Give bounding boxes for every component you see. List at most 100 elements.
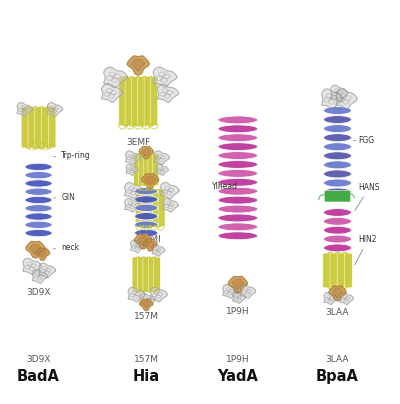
FancyBboxPatch shape — [134, 154, 140, 185]
FancyBboxPatch shape — [132, 77, 139, 126]
Text: GIN: GIN — [54, 194, 75, 202]
Ellipse shape — [218, 160, 258, 168]
Ellipse shape — [135, 229, 158, 237]
Polygon shape — [125, 198, 140, 212]
Ellipse shape — [218, 179, 258, 186]
FancyBboxPatch shape — [337, 253, 345, 288]
Polygon shape — [324, 292, 338, 305]
FancyBboxPatch shape — [28, 107, 36, 148]
FancyBboxPatch shape — [138, 77, 145, 126]
FancyBboxPatch shape — [143, 257, 150, 292]
Polygon shape — [240, 284, 256, 298]
Ellipse shape — [218, 223, 258, 231]
Polygon shape — [340, 292, 354, 305]
Polygon shape — [126, 151, 141, 164]
Polygon shape — [146, 241, 154, 248]
Ellipse shape — [324, 244, 352, 252]
Ellipse shape — [324, 152, 352, 160]
Polygon shape — [138, 236, 148, 246]
Ellipse shape — [218, 214, 258, 222]
FancyBboxPatch shape — [132, 257, 139, 292]
Polygon shape — [134, 234, 152, 249]
FancyBboxPatch shape — [48, 107, 56, 148]
Polygon shape — [139, 146, 153, 159]
Polygon shape — [145, 176, 155, 185]
FancyBboxPatch shape — [35, 107, 42, 148]
Ellipse shape — [324, 170, 352, 178]
Ellipse shape — [218, 143, 258, 151]
FancyBboxPatch shape — [147, 190, 154, 226]
Text: Ylhead: Ylhead — [212, 182, 238, 191]
Text: neck: neck — [53, 243, 80, 252]
FancyBboxPatch shape — [138, 154, 144, 185]
Ellipse shape — [324, 179, 352, 187]
Ellipse shape — [218, 134, 258, 142]
Text: HANS: HANS — [355, 183, 380, 210]
FancyBboxPatch shape — [135, 190, 142, 226]
Text: YadA: YadA — [218, 369, 258, 384]
Ellipse shape — [218, 169, 258, 177]
FancyBboxPatch shape — [324, 191, 351, 202]
Text: 3D9X: 3D9X — [26, 355, 51, 364]
Polygon shape — [154, 151, 170, 164]
Polygon shape — [330, 85, 348, 101]
Polygon shape — [336, 89, 357, 109]
FancyBboxPatch shape — [330, 253, 338, 288]
Text: 3LAA: 3LAA — [326, 308, 349, 317]
Ellipse shape — [324, 208, 352, 217]
Ellipse shape — [324, 134, 352, 142]
Polygon shape — [142, 174, 159, 189]
Ellipse shape — [218, 196, 258, 204]
Ellipse shape — [218, 116, 258, 124]
Ellipse shape — [25, 196, 52, 204]
Polygon shape — [150, 287, 167, 302]
Text: 1P9H: 1P9H — [226, 355, 250, 364]
Text: 157M: 157M — [134, 355, 159, 364]
Polygon shape — [140, 293, 155, 306]
Ellipse shape — [135, 187, 158, 195]
FancyBboxPatch shape — [119, 77, 126, 126]
Polygon shape — [228, 276, 248, 293]
FancyBboxPatch shape — [42, 107, 49, 148]
FancyBboxPatch shape — [141, 190, 148, 226]
Polygon shape — [102, 84, 123, 103]
Polygon shape — [163, 198, 178, 212]
Ellipse shape — [25, 163, 52, 170]
Polygon shape — [233, 291, 245, 303]
Ellipse shape — [218, 125, 258, 133]
Ellipse shape — [324, 143, 352, 151]
Ellipse shape — [324, 125, 352, 133]
Polygon shape — [23, 258, 42, 275]
Polygon shape — [160, 183, 179, 199]
Polygon shape — [131, 240, 144, 252]
Polygon shape — [322, 89, 343, 109]
Ellipse shape — [324, 116, 352, 124]
Text: 3LAA: 3LAA — [326, 355, 349, 364]
Text: BpaA: BpaA — [316, 369, 359, 384]
Ellipse shape — [324, 161, 352, 169]
Ellipse shape — [25, 172, 52, 179]
Text: BadA: BadA — [17, 369, 60, 384]
Ellipse shape — [25, 213, 52, 220]
FancyBboxPatch shape — [138, 257, 144, 292]
Ellipse shape — [218, 205, 258, 213]
Ellipse shape — [25, 229, 52, 237]
Polygon shape — [127, 56, 149, 75]
Polygon shape — [126, 164, 138, 175]
Polygon shape — [39, 263, 56, 278]
Ellipse shape — [324, 235, 352, 243]
Polygon shape — [32, 269, 48, 283]
Ellipse shape — [324, 107, 352, 114]
Ellipse shape — [218, 152, 258, 160]
FancyBboxPatch shape — [344, 253, 352, 288]
Ellipse shape — [25, 188, 52, 196]
Ellipse shape — [135, 204, 158, 212]
Text: FGG: FGG — [354, 136, 375, 145]
FancyBboxPatch shape — [154, 257, 160, 292]
FancyBboxPatch shape — [158, 190, 165, 226]
Polygon shape — [144, 240, 157, 251]
Polygon shape — [36, 248, 50, 260]
Polygon shape — [153, 67, 177, 87]
FancyBboxPatch shape — [323, 253, 331, 288]
Polygon shape — [142, 149, 150, 156]
